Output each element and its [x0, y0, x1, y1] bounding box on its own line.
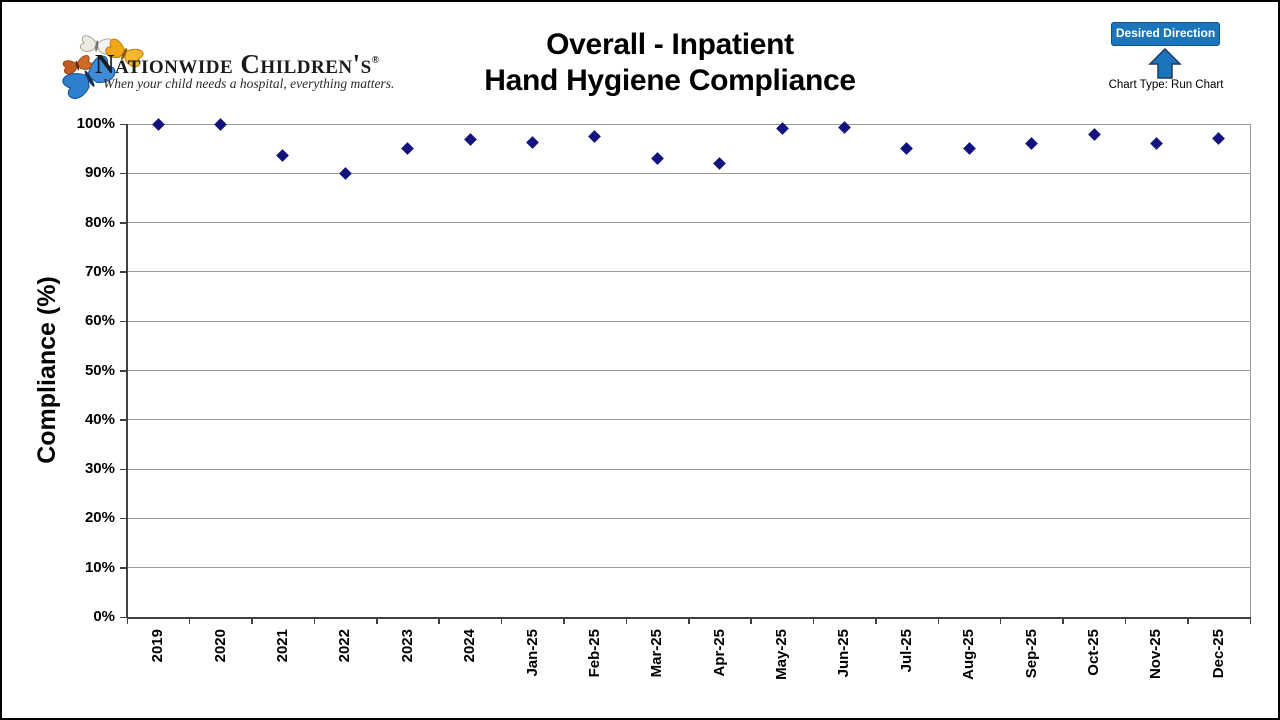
gridline-40 — [127, 419, 1250, 421]
x-axis-tick — [999, 617, 1002, 624]
up-arrow-icon — [1148, 48, 1182, 79]
data-point-Jan-25 — [526, 136, 539, 150]
x-axis-tick — [688, 617, 690, 624]
logo-wordmark: Nationwide Children's® — [95, 49, 380, 79]
y-tick-label: 10% — [84, 558, 115, 576]
x-tick-label-Aug-25: Aug-25 — [960, 629, 978, 680]
x-axis-tick — [750, 617, 752, 624]
data-point-Aug-25 — [962, 142, 976, 156]
x-tick-label-2021: 2021 — [273, 629, 291, 663]
data-point-2024 — [463, 133, 477, 147]
data-point-Nov-25 — [1150, 137, 1163, 151]
y-axis-tick — [120, 616, 127, 618]
y-tick-label: 0% — [93, 608, 115, 625]
x-axis-tick — [1062, 617, 1064, 624]
data-point-2019 — [151, 117, 165, 131]
x-tick-label-Dec-25: Dec-25 — [1209, 629, 1227, 679]
registered-mark: ® — [371, 55, 380, 66]
y-axis-tick — [120, 172, 127, 175]
x-axis-tick — [625, 617, 628, 624]
x-tick-label-Jun-25: Jun-25 — [835, 629, 853, 678]
x-tick-label-2023: 2023 — [398, 629, 416, 663]
gridline-70 — [127, 271, 1250, 273]
page-title-line2: Hand Hygiene Compliance — [484, 64, 856, 97]
x-axis-tick — [875, 617, 877, 624]
gridline-80 — [127, 222, 1250, 224]
x-axis-tick — [376, 617, 378, 624]
x-tick-label-May-25: May-25 — [773, 629, 791, 680]
y-tick-label: 90% — [84, 164, 115, 182]
gridline-20 — [127, 517, 1250, 519]
x-axis-tick — [1187, 617, 1189, 624]
x-tick-label-Jul-25: Jul-25 — [897, 629, 915, 673]
data-point-2023 — [401, 142, 415, 156]
x-tick-label-Apr-25: Apr-25 — [710, 629, 728, 677]
x-tick-label-Sep-25: Sep-25 — [1022, 629, 1040, 679]
gridline-90 — [127, 172, 1250, 174]
y-tick-label: 80% — [84, 213, 115, 231]
data-point-Jul-25 — [900, 142, 914, 156]
data-point-Mar-25 — [650, 152, 664, 165]
data-point-2020 — [214, 117, 227, 131]
x-axis-tick — [188, 617, 191, 624]
y-tick-label: 100% — [76, 115, 115, 132]
x-tick-label-Jan-25: Jan-25 — [523, 629, 541, 677]
logo-tagline: When your child needs a hospital, everyt… — [103, 76, 395, 91]
y-axis-tick — [120, 271, 127, 273]
y-axis-tick — [120, 123, 127, 125]
y-axis-line — [126, 124, 128, 617]
x-tick-label-Oct-25: Oct-25 — [1085, 629, 1103, 676]
x-axis-tick — [251, 617, 253, 624]
x-tick-label-2022: 2022 — [336, 629, 354, 663]
x-tick-label-Feb-25: Feb-25 — [585, 629, 603, 678]
gridline-50 — [127, 370, 1250, 371]
gridline-100 — [127, 123, 1250, 125]
plot-right-border — [1250, 124, 1251, 617]
x-axis-tick — [438, 617, 440, 624]
x-tick-label-Mar-25: Mar-25 — [648, 629, 666, 678]
y-tick-label: 30% — [84, 460, 115, 478]
data-point-Oct-25 — [1087, 127, 1101, 141]
y-axis-tick — [120, 320, 127, 323]
y-tick-label: 60% — [84, 312, 115, 330]
x-tick-label-Nov-25: Nov-25 — [1147, 629, 1165, 680]
data-point-Sep-25 — [1025, 137, 1038, 151]
x-tick-label-2020: 2020 — [211, 629, 229, 663]
y-axis-tick — [120, 567, 127, 569]
y-axis-tick — [120, 517, 127, 520]
data-point-2021 — [276, 148, 290, 162]
gridline-10 — [127, 567, 1250, 569]
data-point-Apr-25 — [713, 157, 727, 170]
gridline-30 — [127, 468, 1250, 470]
data-point-Dec-25 — [1212, 132, 1226, 146]
y-tick-label: 70% — [84, 262, 115, 280]
x-axis-tick — [500, 617, 503, 624]
data-point-2022 — [338, 166, 352, 180]
x-axis-tick — [812, 617, 815, 624]
data-point-Feb-25 — [588, 130, 602, 144]
page-title-line1: Overall - Inpatient — [546, 28, 794, 61]
x-axis-tick — [313, 617, 316, 624]
x-axis-tick — [563, 617, 565, 624]
x-axis-tick — [1124, 617, 1127, 624]
x-axis-tick — [126, 617, 128, 624]
y-axis-tick — [120, 419, 127, 421]
y-tick-label: 40% — [84, 410, 115, 428]
y-axis-tick — [120, 468, 127, 471]
y-tick-label: 50% — [84, 361, 115, 379]
y-axis-tick — [120, 370, 127, 372]
x-axis-tick — [937, 617, 940, 624]
desired-direction-button: Desired Direction — [1111, 22, 1220, 46]
x-axis-tick — [1249, 617, 1251, 624]
x-tick-label-2019: 2019 — [149, 629, 167, 663]
chart-type-label: Chart Type: Run Chart — [1108, 79, 1224, 91]
gridline-60 — [127, 320, 1250, 322]
y-axis-tick — [120, 222, 127, 224]
butterflies-logo-icon — [62, 35, 144, 99]
page-title: Overall - Inpatient Hand Hygiene Complia… — [400, 27, 940, 99]
x-tick-label-2024: 2024 — [461, 629, 479, 663]
y-tick-label: 20% — [84, 509, 115, 527]
